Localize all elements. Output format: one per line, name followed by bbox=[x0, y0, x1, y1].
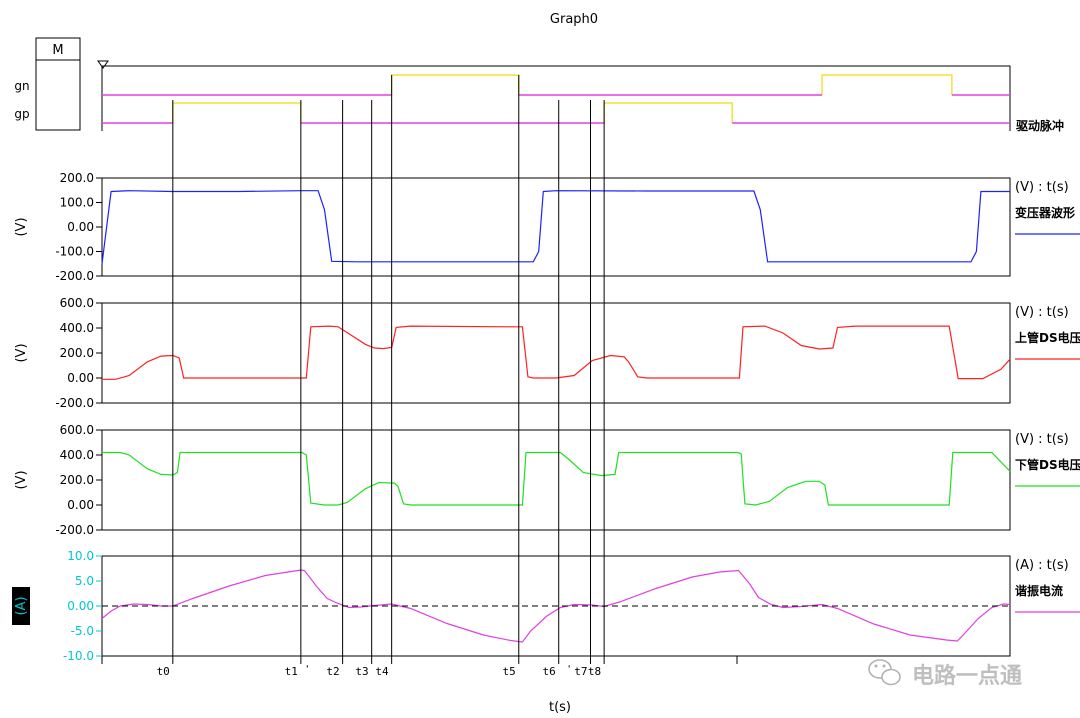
time-marker-label-t4: t4 bbox=[375, 665, 389, 678]
ylabel-highlight bbox=[12, 587, 30, 625]
y-axis-label: (A) bbox=[14, 596, 29, 615]
y-tick-label: -10.0 bbox=[63, 649, 94, 663]
y-tick-label: 400.0 bbox=[60, 321, 94, 335]
drive-panel-frame bbox=[101, 65, 1011, 131]
marker-box[interactable] bbox=[35, 37, 81, 131]
time-marker-label-t2: t2 bbox=[326, 665, 339, 678]
y-tick-label: 600.0 bbox=[60, 296, 94, 310]
y-tick-label: -5.0 bbox=[71, 624, 94, 638]
y-label-gp: gp bbox=[14, 107, 29, 121]
time-marker-tick-note: ' bbox=[306, 664, 309, 675]
legend-label: 上管DS电压 bbox=[1015, 330, 1080, 345]
legend-label: 变压器波形 bbox=[1015, 205, 1075, 220]
time-marker-label-t3: t3 bbox=[355, 665, 368, 678]
cursor-triangle-icon[interactable] bbox=[97, 60, 109, 69]
panel-unit-title: (A) : t(s) bbox=[1015, 558, 1069, 573]
y-axis-label: (V) bbox=[14, 470, 29, 489]
time-marker-label-t6: t6 bbox=[542, 665, 555, 678]
legend-label: 下管DS电压 bbox=[1015, 457, 1080, 472]
series-line-resonant_current bbox=[101, 569, 1011, 643]
time-marker-label-t8: t8 bbox=[588, 665, 601, 678]
y-tick-label: 600.0 bbox=[60, 423, 94, 437]
series-line-transformer bbox=[101, 190, 1010, 264]
y-tick-label: -200.0 bbox=[55, 396, 94, 410]
y-tick-label: -200.0 bbox=[55, 269, 94, 283]
panel-lower_ds: 600.0 400.0 200.0 0.00 -200.0 (V) (V) : t(s) 下管… bbox=[14, 423, 1080, 537]
series-line-upper_ds bbox=[102, 325, 1011, 380]
drive-pulse-panel: gn gp 驱动脉冲 bbox=[14, 65, 1064, 133]
y-tick-label: 200.0 bbox=[60, 473, 94, 487]
y-tick-label: 200.0 bbox=[60, 171, 94, 185]
wechat-logo-icon bbox=[868, 659, 901, 686]
y-tick-label: 0.00 bbox=[67, 498, 94, 512]
panel-unit-title: (V) : t(s) bbox=[1015, 432, 1069, 447]
y-tick-label: -100.0 bbox=[55, 245, 94, 259]
time-marker-label-t5: t5 bbox=[503, 665, 516, 678]
time-marker-label-t0: t0 bbox=[157, 665, 170, 678]
gn-high-pulse bbox=[390, 74, 953, 95]
series-line-lower_ds bbox=[102, 451, 1011, 506]
marker-label: M bbox=[52, 43, 63, 58]
y-tick-label: 100.0 bbox=[60, 196, 94, 210]
watermark-text: 电路一点通 bbox=[912, 663, 1022, 689]
y-axis-label: (V) bbox=[14, 343, 29, 362]
y-tick-label: 400.0 bbox=[60, 448, 94, 462]
graph-title: Graph0 bbox=[550, 12, 598, 27]
time-marker-tick-note: ' bbox=[568, 664, 571, 675]
panel-upper_ds: 600.0 400.0 200.0 0.00 -200.0 (V) (V) : t(s) 上管… bbox=[14, 296, 1080, 410]
panel-transformer: 200.0 100.0 0.00 -100.0 -200.0 (V) (V) : t(s) 变… bbox=[14, 171, 1080, 283]
x-axis-label: t(s) bbox=[549, 700, 571, 715]
y-tick-label: 0.00 bbox=[67, 599, 94, 613]
watermark: 电路一点通 bbox=[868, 659, 1022, 689]
time-marker-label-t1: t1 bbox=[285, 665, 298, 678]
time-marker-label-t7: t7 bbox=[574, 665, 587, 678]
y-tick-label: 200.0 bbox=[60, 346, 94, 360]
gp-high-pulse bbox=[172, 102, 733, 123]
y-tick-label: 0.00 bbox=[67, 371, 94, 385]
y-axis-label: (V) bbox=[14, 217, 29, 236]
y-label-gn: gn bbox=[14, 79, 29, 93]
panel-unit-title: (V) : t(s) bbox=[1015, 180, 1069, 195]
y-tick-label: -200.0 bbox=[55, 523, 94, 537]
y-tick-label: 10.0 bbox=[67, 549, 94, 563]
panel-frame bbox=[101, 429, 1011, 531]
y-tick-label: 0.00 bbox=[67, 220, 94, 234]
legend-drive-pulse: 驱动脉冲 bbox=[1016, 118, 1064, 133]
panel-unit-title: (V) : t(s) bbox=[1015, 305, 1069, 320]
panel-frame bbox=[101, 302, 1011, 404]
y-tick-label: 5.0 bbox=[75, 574, 94, 588]
panel-resonant_current: 10.0 5.0 0.00 -5.0 -10.0 (A) (A) : t(s) 谐振电流 bbox=[12, 549, 1080, 663]
legend-label: 谐振电流 bbox=[1015, 583, 1063, 598]
